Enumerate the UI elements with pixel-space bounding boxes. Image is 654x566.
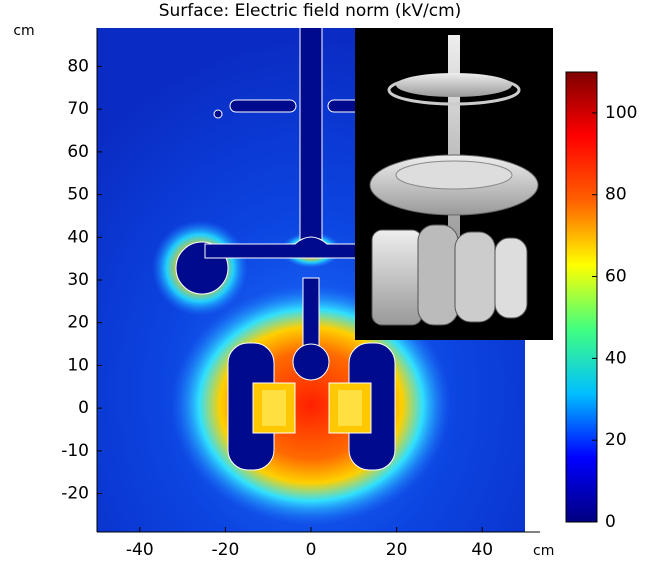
x-tick-label: -40 [126, 540, 154, 560]
x-tick-label: 0 [306, 540, 317, 560]
y-tick-label: -20 [61, 484, 89, 504]
inset-image [355, 28, 553, 340]
colorbar-tick-label: 80 [605, 185, 627, 205]
colorbar-tick-label: 0 [605, 512, 616, 532]
y-axis-unit: cm [13, 23, 34, 39]
colorbar-tick-label: 100 [605, 103, 637, 123]
x-tick-label: -20 [212, 540, 240, 560]
colorbar-tick-label: 40 [605, 348, 627, 368]
y-tick-label: 30 [67, 270, 89, 290]
x-axis-unit: cm [533, 543, 554, 559]
y-tick-label: 60 [67, 142, 89, 162]
colorbar [565, 71, 598, 523]
y-tick-label: 40 [67, 227, 89, 247]
y-tick-label: 80 [67, 56, 89, 76]
y-tick-label: 70 [67, 99, 89, 119]
x-tick-label: 20 [386, 540, 408, 560]
y-tick-label: 50 [67, 185, 89, 205]
chart-title: Surface: Electric field norm (kV/cm) [159, 1, 462, 21]
y-tick-label: 0 [78, 398, 89, 418]
colorbar-tick-label: 20 [605, 430, 627, 450]
y-tick-label: 10 [67, 355, 89, 375]
x-tick-label: 40 [471, 540, 493, 560]
colorbar-tick-label: 60 [605, 267, 627, 287]
y-tick-label: -10 [61, 441, 89, 461]
y-tick-label: 20 [67, 313, 89, 333]
